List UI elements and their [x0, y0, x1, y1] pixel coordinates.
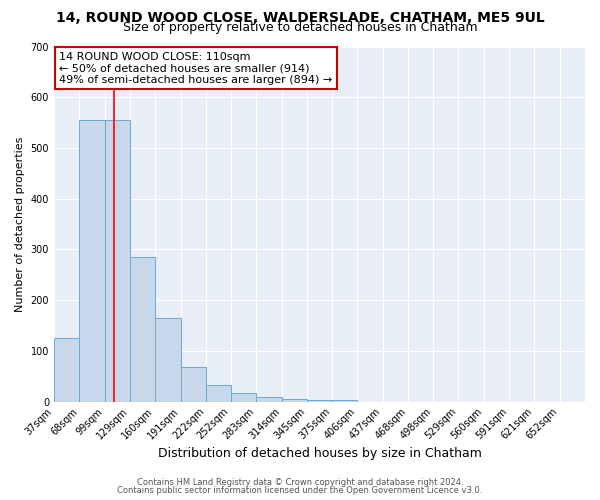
Bar	[181, 367, 206, 402]
Bar	[256, 397, 281, 402]
Text: 14 ROUND WOOD CLOSE: 110sqm
← 50% of detached houses are smaller (914)
49% of se: 14 ROUND WOOD CLOSE: 110sqm ← 50% of det…	[59, 52, 332, 85]
Text: Contains HM Land Registry data © Crown copyright and database right 2024.: Contains HM Land Registry data © Crown c…	[137, 478, 463, 487]
Text: 14, ROUND WOOD CLOSE, WALDERSLADE, CHATHAM, ME5 9UL: 14, ROUND WOOD CLOSE, WALDERSLADE, CHATH…	[56, 11, 544, 25]
Bar	[79, 120, 105, 402]
Bar	[206, 386, 232, 402]
Bar	[230, 394, 256, 402]
Y-axis label: Number of detached properties: Number of detached properties	[15, 136, 25, 312]
Bar	[105, 120, 130, 402]
Bar	[307, 400, 332, 402]
Bar	[54, 338, 79, 402]
Bar	[130, 257, 155, 402]
Text: Contains public sector information licensed under the Open Government Licence v3: Contains public sector information licen…	[118, 486, 482, 495]
Bar	[281, 399, 307, 402]
Bar	[155, 318, 181, 402]
Bar	[332, 400, 357, 402]
X-axis label: Distribution of detached houses by size in Chatham: Distribution of detached houses by size …	[158, 447, 481, 460]
Text: Size of property relative to detached houses in Chatham: Size of property relative to detached ho…	[122, 22, 478, 35]
